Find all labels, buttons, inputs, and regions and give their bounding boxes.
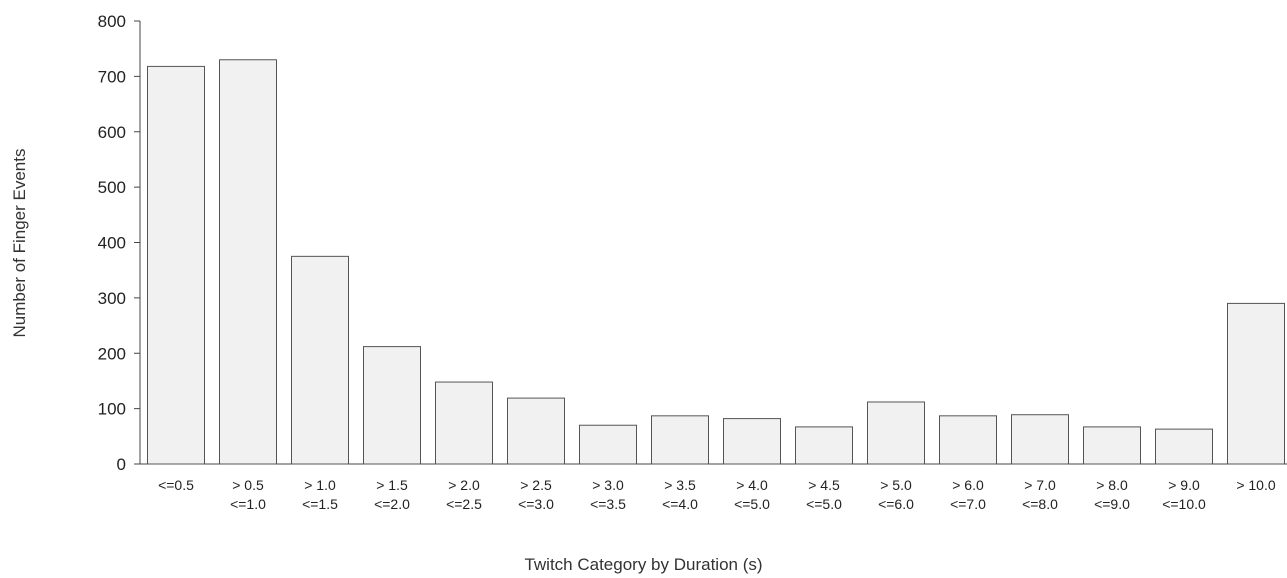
x-tick-label: <=9.0: [1094, 496, 1130, 512]
x-tick-label: <=1.5: [302, 496, 338, 512]
x-tick-label: <=1.0: [230, 496, 266, 512]
x-tick-label: > 3.5: [664, 477, 696, 493]
x-tick-label: <=3.5: [590, 496, 626, 512]
x-tick-label: <=2.0: [374, 496, 410, 512]
y-tick-label: 200: [98, 344, 126, 363]
y-tick-label: 400: [98, 234, 126, 253]
x-tick-label: <=8.0: [1022, 496, 1058, 512]
x-tick-label: > 0.5: [232, 477, 264, 493]
bar: [795, 426, 853, 465]
x-tick-label: <=4.0: [662, 496, 698, 512]
y-axis-title: Number of Finger Events: [10, 148, 29, 338]
bar: [219, 59, 277, 465]
x-tick-label: <=5.0: [734, 496, 770, 512]
bar: [723, 418, 781, 465]
x-tick-label: > 4.0: [736, 477, 768, 493]
x-tick-label: > 10.0: [1236, 477, 1276, 493]
y-tick-label: 300: [98, 289, 126, 308]
x-tick-label: > 3.0: [592, 477, 624, 493]
x-tick-label: > 2.0: [448, 477, 480, 493]
bar: [363, 346, 421, 465]
bar: [147, 65, 205, 465]
y-tick-label: 100: [98, 400, 126, 419]
bar: [1011, 414, 1069, 465]
x-tick-label: > 7.0: [1024, 477, 1056, 493]
x-axis-title: Twitch Category by Duration (s): [524, 555, 763, 574]
x-tick-label: > 4.5: [808, 477, 840, 493]
x-tick-label: > 9.0: [1168, 477, 1200, 493]
bar: [867, 401, 925, 465]
x-tick-label: > 8.0: [1096, 477, 1128, 493]
bar: [1083, 426, 1141, 465]
x-tick-label: > 1.0: [304, 477, 336, 493]
x-tick-label: <=7.0: [950, 496, 986, 512]
x-tick-label: <=3.0: [518, 496, 554, 512]
y-tick-label: 600: [98, 123, 126, 142]
bar: [1227, 302, 1285, 465]
x-tick-label: <=5.0: [806, 496, 842, 512]
y-tick-label: 800: [98, 12, 126, 31]
x-tick-label: > 2.5: [520, 477, 552, 493]
y-axis-title-container: Number of Finger Events: [10, 0, 30, 578]
x-tick-label: > 5.0: [880, 477, 912, 493]
bar: [435, 381, 493, 465]
y-tick-label: 500: [98, 178, 126, 197]
y-tick-label: 0: [117, 455, 126, 474]
x-tick-label: <=10.0: [1162, 496, 1206, 512]
bar: [939, 415, 997, 465]
bar: [651, 415, 709, 465]
bar: [291, 255, 349, 465]
bar: [579, 424, 637, 465]
y-tick-label: 700: [98, 67, 126, 86]
bar: [507, 397, 565, 465]
x-tick-label: <=6.0: [878, 496, 914, 512]
bar: [1155, 428, 1213, 465]
x-tick-label: > 6.0: [952, 477, 984, 493]
x-tick-label: <=0.5: [158, 477, 194, 493]
x-tick-label: <=2.5: [446, 496, 482, 512]
x-tick-label: > 1.5: [376, 477, 408, 493]
